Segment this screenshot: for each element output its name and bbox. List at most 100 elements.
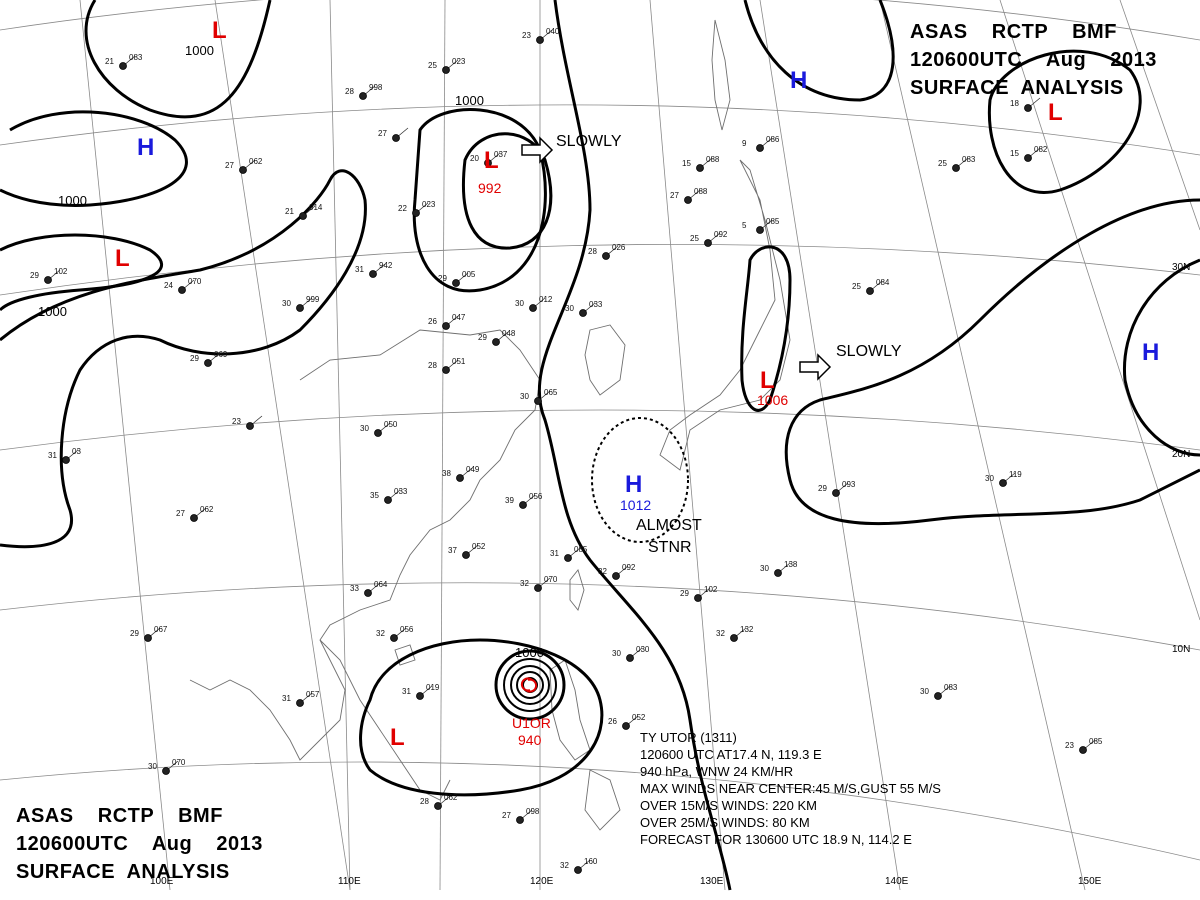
station-temperature: 5	[742, 221, 747, 230]
station-circle-icon	[456, 474, 464, 482]
station-pressure: 070	[544, 575, 558, 584]
station-circle-icon	[534, 584, 542, 592]
station-temperature: 37	[448, 546, 457, 555]
station-pressure: 056	[400, 625, 414, 634]
station-circle-icon	[516, 816, 524, 824]
station-plot: 30 050	[360, 420, 398, 437]
lat-line	[0, 243, 1200, 296]
dotted-isobar	[591, 417, 689, 543]
coastline-korea	[584, 324, 626, 396]
lon-label: 130E	[700, 876, 724, 887]
isobar	[537, 0, 732, 891]
station-circle-icon	[462, 551, 470, 559]
station-plot: 30 119	[985, 470, 1022, 487]
station-circle-icon	[144, 634, 152, 642]
station-circle-icon	[536, 36, 544, 44]
low-center-marker: L	[760, 367, 775, 394]
typhoon-info-line: 120600 UTC AT17.4 N, 119.3 E	[640, 747, 822, 762]
station-pressure: 03	[72, 447, 81, 456]
typhoon-isobar	[510, 665, 550, 705]
isobar	[359, 638, 604, 797]
isobar	[461, 132, 553, 250]
motion-arrow-icon	[521, 136, 554, 164]
lat-line	[0, 0, 1200, 41]
station-plot: 29 102	[30, 267, 68, 284]
station-temperature: 25	[852, 282, 861, 291]
station-circle-icon	[204, 359, 212, 367]
station-pressure: 085	[574, 545, 588, 554]
station-pressure: 033	[394, 487, 408, 496]
station-plot: 30 012	[515, 295, 553, 312]
station-pressure: 023	[452, 57, 466, 66]
lon-line	[1119, 0, 1200, 231]
station-plot: 27 062	[225, 157, 263, 174]
station-pressure: 942	[379, 261, 393, 270]
lon-line	[879, 0, 1086, 891]
station-circle-icon	[296, 699, 304, 707]
station-temperature: 30	[760, 564, 769, 573]
station-pressure: 067	[154, 625, 168, 634]
station-plot: 27 088	[670, 187, 708, 204]
station-temperature: 25	[690, 234, 699, 243]
station-pressure: 064	[374, 580, 388, 589]
station-pressure: 102	[54, 267, 68, 276]
station-circle-icon	[62, 456, 70, 464]
typhoon-pressure-value: 940	[518, 732, 542, 748]
station-plot: 30 030	[612, 645, 650, 662]
typhoon-id-label: U1OR	[512, 715, 551, 731]
station-circle-icon	[704, 239, 712, 247]
station-circle-icon	[392, 134, 400, 142]
station-plot: 30 083	[920, 683, 958, 700]
coastline-indochina	[319, 639, 451, 801]
station-temperature: 20	[470, 154, 479, 163]
station-temperature: 15	[682, 159, 691, 168]
station-temperature: 32	[716, 629, 725, 638]
station-circle-icon	[239, 166, 247, 174]
station-circle-icon	[564, 554, 572, 562]
station-circle-icon	[374, 429, 382, 437]
station-plot: 29 048	[478, 329, 516, 346]
motion-label: ALMOST	[636, 517, 702, 534]
header-line1: ASAS RCTP BMF	[910, 21, 1117, 43]
station-temperature: 27	[176, 509, 185, 518]
station-temperature: 30	[360, 424, 369, 433]
station-circle-icon	[178, 286, 186, 294]
coastline-philippines-south	[584, 769, 621, 831]
station-temperature: 29	[190, 354, 199, 363]
lat-label: 10N	[1172, 644, 1190, 655]
station-circle-icon	[730, 634, 738, 642]
station-temperature: 29	[438, 274, 447, 283]
station-temperature: 32	[560, 861, 569, 870]
lat-line	[0, 582, 1200, 651]
lon-line	[439, 0, 446, 891]
station-plot: 30 999	[282, 295, 320, 312]
station-plot: 28 051	[428, 357, 466, 374]
station-pressure: 083	[129, 53, 143, 62]
station-temperature: 30	[520, 392, 529, 401]
station-circle-icon	[162, 767, 170, 775]
station-circle-icon	[602, 252, 610, 260]
station-circle-icon	[434, 802, 442, 810]
station-pressure: 057	[306, 690, 320, 699]
station-circle-icon	[774, 569, 782, 577]
typhoon-info-line: TY UTOR (1311)	[640, 730, 737, 745]
station-temperature: 27	[670, 191, 679, 200]
station-temperature: 35	[370, 491, 379, 500]
station-plot: 23	[232, 415, 263, 430]
station-plot: 35 033	[370, 487, 408, 504]
station-temperature: 31	[355, 265, 364, 274]
lat-line	[0, 104, 1200, 156]
isobar	[0, 169, 367, 549]
lon-label: 150E	[1078, 876, 1102, 887]
station-circle-icon	[1024, 154, 1032, 162]
station-temperature: 30	[282, 299, 291, 308]
station-circle-icon	[190, 514, 198, 522]
station-circle-icon	[299, 212, 307, 220]
station-pressure: 033	[589, 300, 603, 309]
typhoon-symbol-icon	[520, 677, 538, 693]
station-plot: 25 092	[690, 230, 728, 247]
station-temperature: 30	[985, 474, 994, 483]
low-pressure-value: 1006	[757, 392, 788, 408]
station-plot: 25 023	[428, 57, 466, 74]
